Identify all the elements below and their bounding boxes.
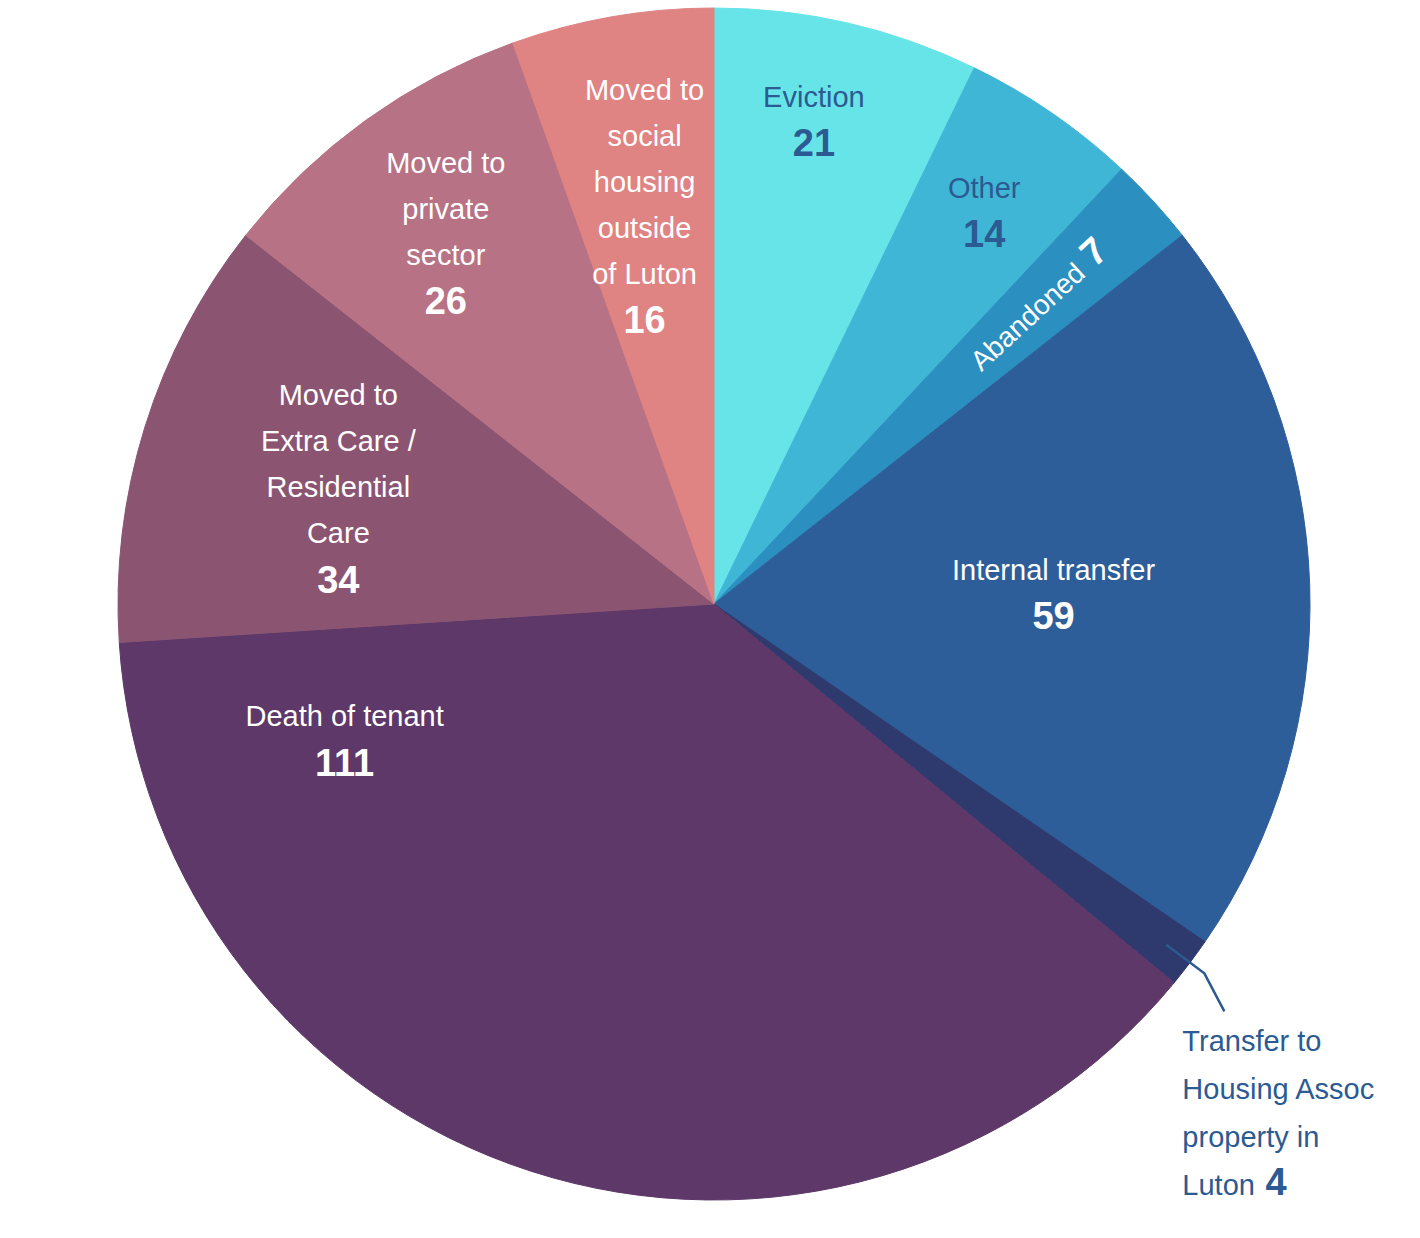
svg-text:sector: sector xyxy=(406,239,485,271)
svg-text:housing: housing xyxy=(594,166,696,198)
svg-text:Moved to: Moved to xyxy=(386,147,505,179)
svg-text:14: 14 xyxy=(963,213,1005,255)
svg-text:21: 21 xyxy=(793,122,835,164)
svg-text:Internal transfer: Internal transfer xyxy=(952,554,1155,586)
svg-text:16: 16 xyxy=(623,299,665,341)
svg-text:Extra Care /: Extra Care / xyxy=(261,425,417,457)
svg-text:Eviction: Eviction xyxy=(763,81,865,113)
svg-text:outside: outside xyxy=(598,212,692,244)
svg-text:Moved to: Moved to xyxy=(585,74,704,106)
svg-text:Transfer toHousing Assocproper: Transfer toHousing Assocproperty inLuton… xyxy=(1182,1025,1374,1203)
svg-text:private: private xyxy=(402,193,489,225)
svg-text:Moved to: Moved to xyxy=(279,379,398,411)
svg-text:Residential: Residential xyxy=(267,471,410,503)
svg-text:Care: Care xyxy=(307,517,370,549)
svg-text:34: 34 xyxy=(317,559,359,601)
svg-text:Other: Other xyxy=(948,172,1021,204)
svg-text:59: 59 xyxy=(1032,595,1074,637)
svg-text:26: 26 xyxy=(425,280,467,322)
svg-text:Abandoned 7: Abandoned 7 xyxy=(958,229,1115,378)
svg-text:of Luton: of Luton xyxy=(592,258,697,290)
svg-text:Death of tenant: Death of tenant xyxy=(245,700,443,732)
svg-text:social: social xyxy=(608,120,682,152)
svg-text:111: 111 xyxy=(315,742,374,784)
